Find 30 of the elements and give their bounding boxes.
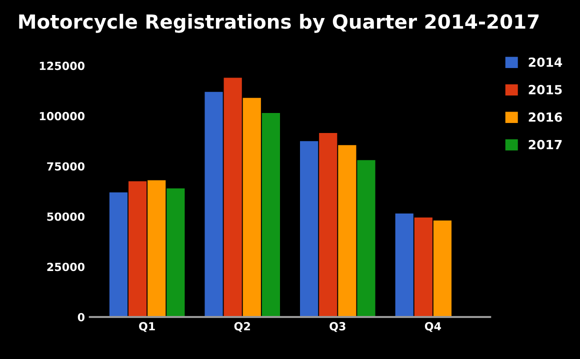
bar (148, 180, 166, 317)
legend-label: 2016 (528, 112, 562, 122)
y-tick-label: 0 (78, 312, 85, 322)
x-tick-label: Q3 (330, 322, 346, 332)
y-tick-label: 75000 (47, 162, 85, 171)
y-tick-label: 25000 (47, 262, 85, 272)
bar (204, 92, 223, 317)
chart-title: Motorcycle Registrations by Quarter 2014-2017 (19, 14, 539, 33)
bar (319, 133, 338, 317)
bar (109, 192, 128, 317)
bar (262, 112, 280, 317)
legend-label: 2015 (528, 84, 562, 94)
y-tick-label: 50000 (47, 212, 85, 221)
bar (433, 220, 452, 317)
bar (338, 145, 356, 317)
y-tick-label: 100000 (40, 112, 85, 120)
legend-label: 2014 (528, 57, 562, 67)
bar (224, 78, 242, 317)
bar (166, 188, 185, 317)
bar (300, 141, 318, 317)
bar (395, 213, 414, 317)
bar (414, 217, 432, 317)
x-tick-label: Q1 (139, 322, 155, 332)
x-tick-label: Q2 (234, 322, 250, 332)
bar (128, 181, 147, 317)
bar (357, 160, 376, 317)
bar (242, 98, 261, 317)
x-tick-label: Q4 (424, 322, 442, 332)
legend-label: 2017 (528, 140, 562, 150)
y-tick-label: 125000 (40, 62, 85, 70)
